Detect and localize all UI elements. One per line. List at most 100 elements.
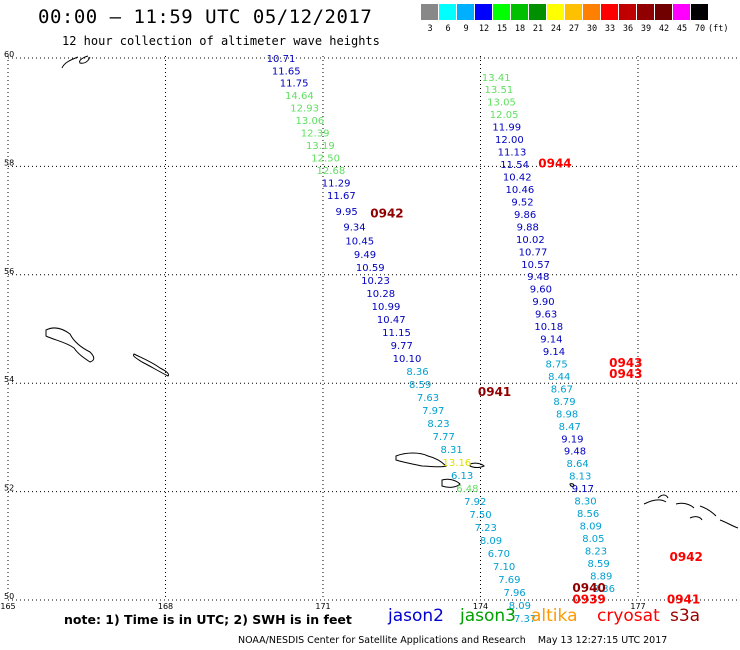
lat-tick-label: 52 bbox=[4, 484, 14, 493]
legend-label: 9 bbox=[463, 24, 469, 34]
legend-label: 24 bbox=[550, 24, 562, 34]
pass-time-label: 0941 bbox=[667, 592, 700, 606]
wave-height-label: 10.77 bbox=[519, 247, 548, 258]
wave-height-label: 10.59 bbox=[356, 263, 385, 274]
satellite-jason2: jason2 bbox=[388, 606, 444, 626]
wave-height-label: 9.14 bbox=[540, 335, 562, 346]
wave-height-label: 8.79 bbox=[553, 397, 575, 408]
wave-height-label: 10.45 bbox=[345, 236, 374, 247]
lat-tick-label: 54 bbox=[4, 375, 14, 384]
wave-height-label: 7.69 bbox=[498, 575, 520, 586]
legend-swatch-21 bbox=[529, 4, 546, 20]
wave-height-label: 9.48 bbox=[527, 272, 549, 283]
wave-height-label: 13.16 bbox=[443, 458, 472, 469]
wave-height-label: 9.17 bbox=[572, 484, 594, 495]
legend-label: 30 bbox=[586, 24, 598, 34]
wave-height-label: 8.09 bbox=[480, 536, 502, 547]
wave-height-label: 8.59 bbox=[409, 380, 431, 391]
lon-tick-label: 171 bbox=[315, 602, 330, 611]
pass-time-label: 0944 bbox=[538, 156, 571, 170]
wave-height-label: 8.13 bbox=[569, 472, 591, 483]
wave-height-label: 8.36 bbox=[593, 584, 615, 595]
legend-label: 42 bbox=[658, 24, 670, 34]
legend-unit: (ft) bbox=[708, 24, 729, 34]
legend-swatch-15 bbox=[493, 4, 510, 20]
lat-tick-label: 50 bbox=[4, 592, 14, 601]
wave-height-label: 9.86 bbox=[514, 210, 536, 221]
wave-height-label: 8.98 bbox=[556, 409, 578, 420]
wave-height-label: 8.56 bbox=[577, 509, 599, 520]
legend-swatch-45 bbox=[673, 4, 690, 20]
lat-lon-grid bbox=[7, 56, 740, 601]
wave-height-label: 8.59 bbox=[587, 559, 609, 570]
lat-tick-label: 56 bbox=[4, 267, 14, 276]
legend-swatch-12 bbox=[475, 4, 492, 20]
wave-height-label: 9.14 bbox=[543, 347, 565, 358]
wave-height-label: 7.37 bbox=[514, 614, 536, 625]
wave-height-label: 7.97 bbox=[422, 406, 444, 417]
commander-island-medny bbox=[133, 353, 169, 377]
wave-height-label: 11.13 bbox=[498, 148, 527, 159]
wave-height-label: 13.06 bbox=[296, 116, 325, 127]
legend-label: 33 bbox=[604, 24, 616, 34]
legend-label: 36 bbox=[622, 24, 634, 34]
legend-label: 3 bbox=[427, 24, 433, 34]
wave-height-label: 8.23 bbox=[585, 546, 607, 557]
lat-tick-label: 58 bbox=[4, 158, 14, 167]
pass-time-label: 0942 bbox=[670, 550, 703, 564]
wave-height-label: 12.68 bbox=[317, 166, 346, 177]
wave-height-label: 8.05 bbox=[582, 534, 604, 545]
wave-height-label: 12.05 bbox=[490, 110, 519, 121]
wave-height-label: 10.46 bbox=[506, 185, 535, 196]
legend-swatch-9 bbox=[457, 4, 474, 20]
legend-swatch-3 bbox=[421, 4, 438, 20]
wave-height-label: 7.92 bbox=[464, 497, 486, 508]
pass-time-label: 0943 bbox=[609, 367, 642, 381]
legend-swatch-27 bbox=[565, 4, 582, 20]
wave-height-label: 10.42 bbox=[503, 172, 532, 183]
wave-height-label: 11.54 bbox=[500, 160, 529, 171]
legend-swatch-24 bbox=[547, 4, 564, 20]
wave-height-label: 10.28 bbox=[366, 289, 395, 300]
wave-height-label: 11.75 bbox=[280, 79, 309, 90]
note-text: note: 1) Time is in UTC; 2) SWH is in fe… bbox=[64, 612, 352, 627]
legend-swatch-30 bbox=[583, 4, 600, 20]
wave-height-label: 8.31 bbox=[440, 445, 462, 456]
wave-height-label: 9.77 bbox=[391, 341, 413, 352]
legend-swatch-36 bbox=[619, 4, 636, 20]
generated-timestamp: May 13 12:27:15 UTC 2017 bbox=[537, 635, 668, 646]
wave-height-label: 7.63 bbox=[417, 393, 439, 404]
wave-height-label: 9.19 bbox=[561, 434, 583, 445]
wave-height-label: 6.70 bbox=[488, 549, 510, 560]
wave-height-label: 11.65 bbox=[272, 66, 301, 77]
near-islands-attu bbox=[395, 452, 447, 468]
wave-height-label: 9.49 bbox=[354, 250, 376, 261]
semichi-islands bbox=[469, 462, 485, 468]
wave-height-label: 9.88 bbox=[517, 222, 539, 233]
wave-height-label: 10.47 bbox=[377, 315, 406, 326]
legend-swatch-39 bbox=[637, 4, 654, 20]
legend-label: 27 bbox=[568, 24, 580, 34]
legend-swatch-33 bbox=[601, 4, 618, 20]
legend-label: 39 bbox=[640, 24, 652, 34]
wave-height-label: 10.10 bbox=[393, 354, 422, 365]
page-subtitle: 12 hour collection of altimeter wave hei… bbox=[62, 34, 380, 48]
wave-height-label: 14.64 bbox=[285, 91, 314, 102]
near-islands-agattu bbox=[441, 478, 461, 488]
wave-height-label: 6.48 bbox=[456, 484, 478, 495]
pass-time-label: 0941 bbox=[478, 385, 511, 399]
rat-islands bbox=[643, 499, 739, 529]
wave-height-label: 9.63 bbox=[535, 310, 557, 321]
coastlines bbox=[45, 55, 739, 529]
commander-island-bering bbox=[45, 327, 95, 363]
legend-label: 70 bbox=[694, 24, 706, 34]
wave-height-label: 8.47 bbox=[559, 422, 581, 433]
wave-height-label: 8.36 bbox=[406, 367, 428, 378]
lon-tick-label: 177 bbox=[630, 602, 645, 611]
legend-swatch-42 bbox=[655, 4, 672, 20]
satellite-cryosat: cryosat bbox=[597, 606, 660, 626]
